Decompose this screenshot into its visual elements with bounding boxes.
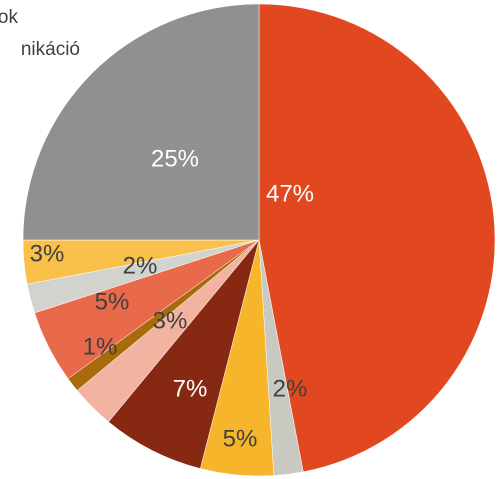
data-label: 2%: [273, 375, 308, 402]
data-label: 5%: [95, 288, 130, 315]
data-label: 3%: [153, 307, 188, 334]
legend-label: ok: [0, 7, 18, 28]
data-label: 7%: [173, 375, 208, 402]
data-label: 3%: [30, 240, 65, 267]
data-label: 25%: [151, 145, 199, 172]
data-label: 2%: [123, 252, 158, 279]
data-label: 1%: [83, 333, 118, 360]
pie-slice: [22, 3, 260, 241]
data-label: 5%: [223, 425, 258, 452]
data-label: 47%: [266, 180, 314, 207]
pie-slice: [258, 3, 496, 473]
pie-slice: [108, 239, 260, 469]
legend-label: nikáció: [21, 39, 80, 60]
